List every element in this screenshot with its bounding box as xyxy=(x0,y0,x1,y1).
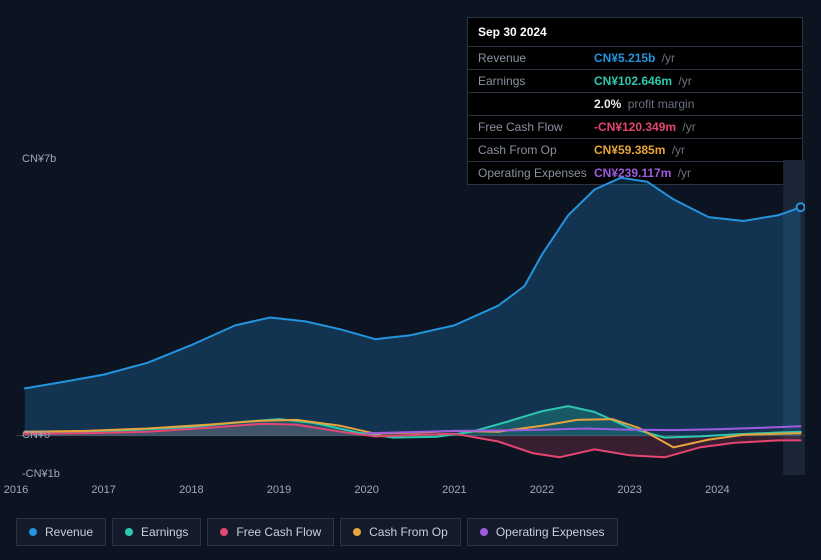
chart-legend: Revenue Earnings Free Cash Flow Cash From O… xyxy=(16,518,618,546)
tooltip-suffix: /yr xyxy=(658,51,675,65)
tooltip-row: Cash From OpCN¥59.385m /yr xyxy=(468,139,802,162)
y-axis-label: CN¥0 xyxy=(22,429,50,441)
legend-dot-icon xyxy=(480,528,488,536)
tooltip-value: CN¥102.646m xyxy=(594,74,672,88)
x-axis-label: 2023 xyxy=(617,484,641,496)
x-axis-label: 2020 xyxy=(354,484,378,496)
x-axis-label: 2017 xyxy=(91,484,115,496)
legend-dot-icon xyxy=(125,528,133,536)
y-axis-label: -CN¥1b xyxy=(22,468,60,480)
tooltip-suffix: /yr xyxy=(668,143,685,157)
tooltip-date: Sep 30 2024 xyxy=(468,18,802,47)
legend-dot-icon xyxy=(220,528,228,536)
tooltip-value: CN¥5.215b xyxy=(594,51,655,65)
x-axis-label: 2024 xyxy=(705,484,729,496)
tooltip-suffix: /yr xyxy=(675,74,692,88)
tooltip-suffix: /yr xyxy=(679,120,696,134)
legend-item-free-cash-flow[interactable]: Free Cash Flow xyxy=(207,518,334,546)
tooltip-value: -CN¥120.349m xyxy=(594,120,676,134)
tooltip-label: Earnings xyxy=(478,73,594,89)
tooltip-row: EarningsCN¥102.646m /yr xyxy=(468,70,802,93)
tooltip-row: 2.0% profit margin xyxy=(468,93,802,116)
legend-item-revenue[interactable]: Revenue xyxy=(16,518,106,546)
tooltip-row: Free Cash Flow-CN¥120.349m /yr xyxy=(468,116,802,139)
tooltip-label: Revenue xyxy=(478,50,594,66)
financials-chart xyxy=(16,160,805,500)
legend-label: Operating Expenses xyxy=(496,525,605,539)
legend-label: Cash From Op xyxy=(369,525,448,539)
tooltip-suffix: profit margin xyxy=(624,97,694,111)
x-axis-label: 2021 xyxy=(442,484,466,496)
tooltip-label: Free Cash Flow xyxy=(478,119,594,135)
tooltip-value: 2.0% xyxy=(594,97,621,111)
legend-label: Free Cash Flow xyxy=(236,525,321,539)
x-axis-label: 2022 xyxy=(530,484,554,496)
legend-label: Earnings xyxy=(141,525,188,539)
tooltip-label: Cash From Op xyxy=(478,142,594,158)
x-axis-label: 2018 xyxy=(179,484,203,496)
legend-dot-icon xyxy=(29,528,37,536)
legend-item-cash-from-op[interactable]: Cash From Op xyxy=(340,518,461,546)
tooltip-label xyxy=(478,96,594,112)
legend-label: Revenue xyxy=(45,525,93,539)
legend-dot-icon xyxy=(353,528,361,536)
x-axis-label: 2019 xyxy=(267,484,291,496)
tooltip-value: CN¥59.385m xyxy=(594,143,665,157)
tooltip-row: RevenueCN¥5.215b /yr xyxy=(468,47,802,70)
legend-item-earnings[interactable]: Earnings xyxy=(112,518,201,546)
y-axis-label: CN¥7b xyxy=(22,153,56,165)
x-axis-label: 2016 xyxy=(4,484,28,496)
legend-item-operating-expenses[interactable]: Operating Expenses xyxy=(467,518,618,546)
